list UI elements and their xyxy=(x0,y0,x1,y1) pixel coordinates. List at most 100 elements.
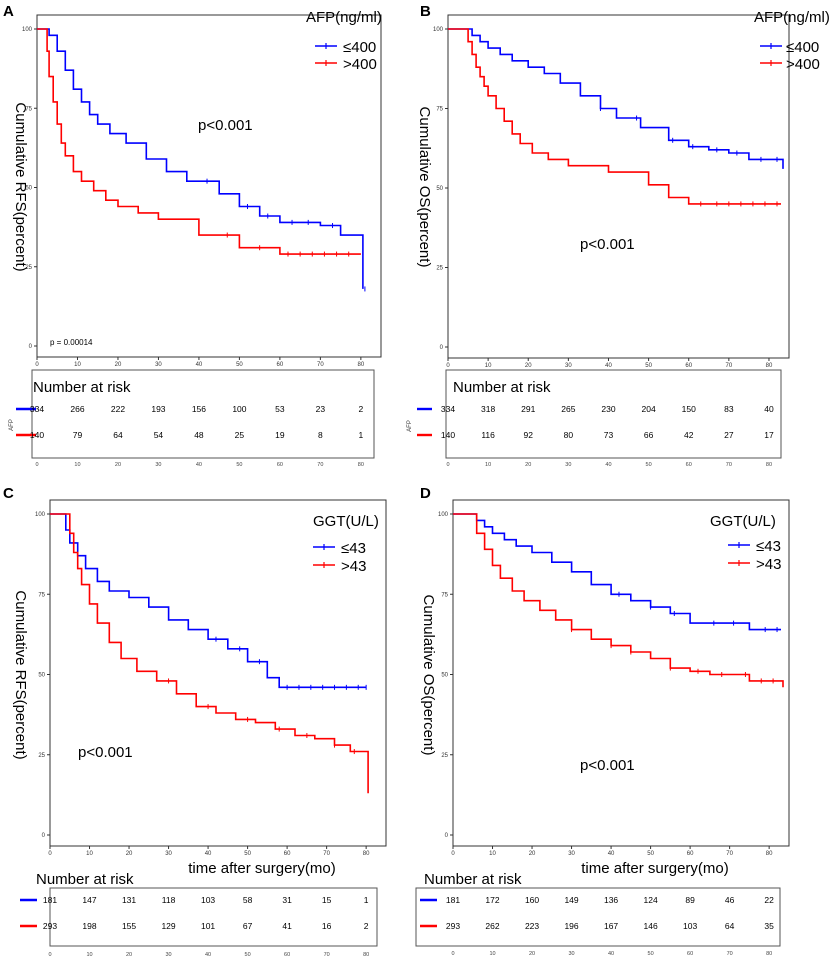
y-tick-label: 0 xyxy=(29,344,33,350)
risk-count: 66 xyxy=(644,430,654,440)
risk-count: 265 xyxy=(561,404,575,414)
risk-time-label: 10 xyxy=(489,951,495,957)
risk-count: 42 xyxy=(684,430,694,440)
risk-time-label: 0 xyxy=(451,951,454,957)
risk-time-label: 70 xyxy=(727,951,733,957)
risk-count: 181 xyxy=(446,895,460,905)
p-value: p<0.001 xyxy=(580,757,635,774)
risk-table-frame xyxy=(415,887,781,947)
y-tick-label: 25 xyxy=(25,265,32,271)
risk-count: 64 xyxy=(725,921,735,931)
risk-count: 22 xyxy=(764,895,774,905)
km-curve-high xyxy=(448,28,781,205)
plot-frame xyxy=(452,499,790,847)
risk-count: 291 xyxy=(521,404,535,414)
risk-count: 140 xyxy=(441,430,455,440)
legend-label: ≤43 xyxy=(756,538,781,555)
risk-count: 193 xyxy=(151,404,165,414)
y-tick-label: 0 xyxy=(42,833,46,839)
x-tick-label: 80 xyxy=(766,363,773,369)
risk-time-label: 80 xyxy=(766,951,772,957)
risk-count: 31 xyxy=(282,895,292,905)
risk-time-label: 0 xyxy=(446,462,449,468)
x-tick-label: 80 xyxy=(358,362,365,368)
risk-time-label: 40 xyxy=(605,462,611,468)
risk-time-label: 10 xyxy=(485,462,491,468)
risk-time-label: 60 xyxy=(277,462,283,468)
risk-time-label: 50 xyxy=(245,952,251,958)
x-tick-label: 60 xyxy=(687,851,694,857)
y-tick-label: 25 xyxy=(436,266,443,272)
legend-label: >43 xyxy=(756,556,781,573)
risk-count: 83 xyxy=(724,404,734,414)
y-tick-label: 75 xyxy=(38,592,45,598)
risk-count: 140 xyxy=(30,430,44,440)
km-curve-high xyxy=(37,28,361,255)
km-curve-high xyxy=(453,513,784,688)
risk-count: 41 xyxy=(282,921,292,931)
x-tick-label: 60 xyxy=(284,851,291,857)
risk-count: 101 xyxy=(201,921,215,931)
x-tick-label: 40 xyxy=(605,363,612,369)
x-tick-label: 40 xyxy=(608,851,615,857)
risk-count: 103 xyxy=(201,895,215,905)
x-tick-label: 70 xyxy=(317,362,324,368)
risk-table-title: Number at risk xyxy=(36,871,134,888)
km-curve-low xyxy=(448,28,784,169)
risk-table-frame xyxy=(49,887,378,947)
risk-count: 100 xyxy=(232,404,246,414)
risk-time-label: 20 xyxy=(529,951,535,957)
risk-count: 46 xyxy=(725,895,735,905)
x-tick-label: 30 xyxy=(155,362,162,368)
risk-count: 223 xyxy=(525,921,539,931)
risk-count: 222 xyxy=(111,404,125,414)
legend-title: AFP(ng/ml) xyxy=(754,9,829,26)
risk-count: 150 xyxy=(682,404,696,414)
risk-time-label: 70 xyxy=(324,952,330,958)
risk-count: 155 xyxy=(122,921,136,931)
risk-count: 23 xyxy=(316,404,326,414)
x-tick-label: 30 xyxy=(165,851,172,857)
risk-time-label: 70 xyxy=(317,462,323,468)
risk-time-label: 40 xyxy=(205,952,211,958)
risk-count: 116 xyxy=(481,430,495,440)
risk-table-frame xyxy=(31,369,375,459)
legend-label: ≤400 xyxy=(343,39,376,56)
risk-time-label: 0 xyxy=(35,462,38,468)
y-axis-title: Cumulative RFS(percent) xyxy=(12,590,29,759)
x-tick-label: 20 xyxy=(525,363,532,369)
x-tick-label: 80 xyxy=(766,851,773,857)
x-tick-label: 10 xyxy=(489,851,496,857)
risk-count: 293 xyxy=(446,921,460,931)
risk-strata-label: AFP xyxy=(407,420,413,432)
risk-time-label: 30 xyxy=(165,952,171,958)
risk-count: 40 xyxy=(764,404,774,414)
risk-count: 48 xyxy=(194,430,204,440)
risk-count: 181 xyxy=(43,895,57,905)
risk-time-label: 20 xyxy=(525,462,531,468)
risk-time-label: 20 xyxy=(115,462,121,468)
risk-table-frame xyxy=(445,369,782,459)
x-axis-title: time after surgery(mo) xyxy=(581,860,729,877)
risk-time-label: 10 xyxy=(86,952,92,958)
x-tick-label: 0 xyxy=(446,363,450,369)
x-tick-label: 50 xyxy=(244,851,251,857)
risk-count: 160 xyxy=(525,895,539,905)
risk-count: 19 xyxy=(275,430,285,440)
km-panel-b: B025507510001020304050607080time after s… xyxy=(407,3,829,468)
x-tick-label: 60 xyxy=(277,362,284,368)
logrank-p-value: p = 0.00014 xyxy=(50,338,93,347)
risk-count: 230 xyxy=(601,404,615,414)
legend-title: GGT(U/L) xyxy=(313,513,379,530)
x-axis-title: time after surgery(mo) xyxy=(188,860,336,877)
km-curve-high xyxy=(50,513,369,794)
risk-count: 92 xyxy=(524,430,534,440)
x-tick-label: 30 xyxy=(568,851,575,857)
risk-count: 124 xyxy=(643,895,657,905)
risk-time-label: 40 xyxy=(608,951,614,957)
risk-count: 64 xyxy=(113,430,123,440)
risk-count: 27 xyxy=(724,430,734,440)
y-tick-label: 75 xyxy=(441,592,448,598)
risk-count: 54 xyxy=(154,430,164,440)
